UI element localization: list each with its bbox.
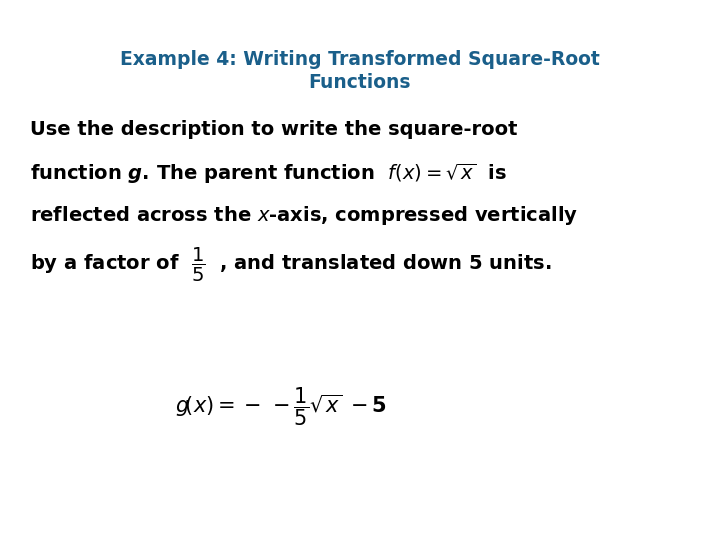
Text: $g\!\left(x\right)=-\,-\dfrac{1}{5}\sqrt{x}\;-\mathbf{5}$: $g\!\left(x\right)=-\,-\dfrac{1}{5}\sqrt… bbox=[175, 385, 387, 428]
Text: by a factor of  $\dfrac{1}{5}$  , and translated down 5 units.: by a factor of $\dfrac{1}{5}$ , and tran… bbox=[30, 246, 552, 284]
Text: function $\bfit{g}$. The parent function  $f(x){=}\sqrt{x}$  is: function $\bfit{g}$. The parent function… bbox=[30, 162, 507, 186]
Text: Use the description to write the square-root: Use the description to write the square-… bbox=[30, 120, 518, 139]
Text: reflected across the $x$-axis, compressed vertically: reflected across the $x$-axis, compresse… bbox=[30, 204, 578, 227]
Text: Example 4: Writing Transformed Square-Root
Functions: Example 4: Writing Transformed Square-Ro… bbox=[120, 50, 600, 92]
